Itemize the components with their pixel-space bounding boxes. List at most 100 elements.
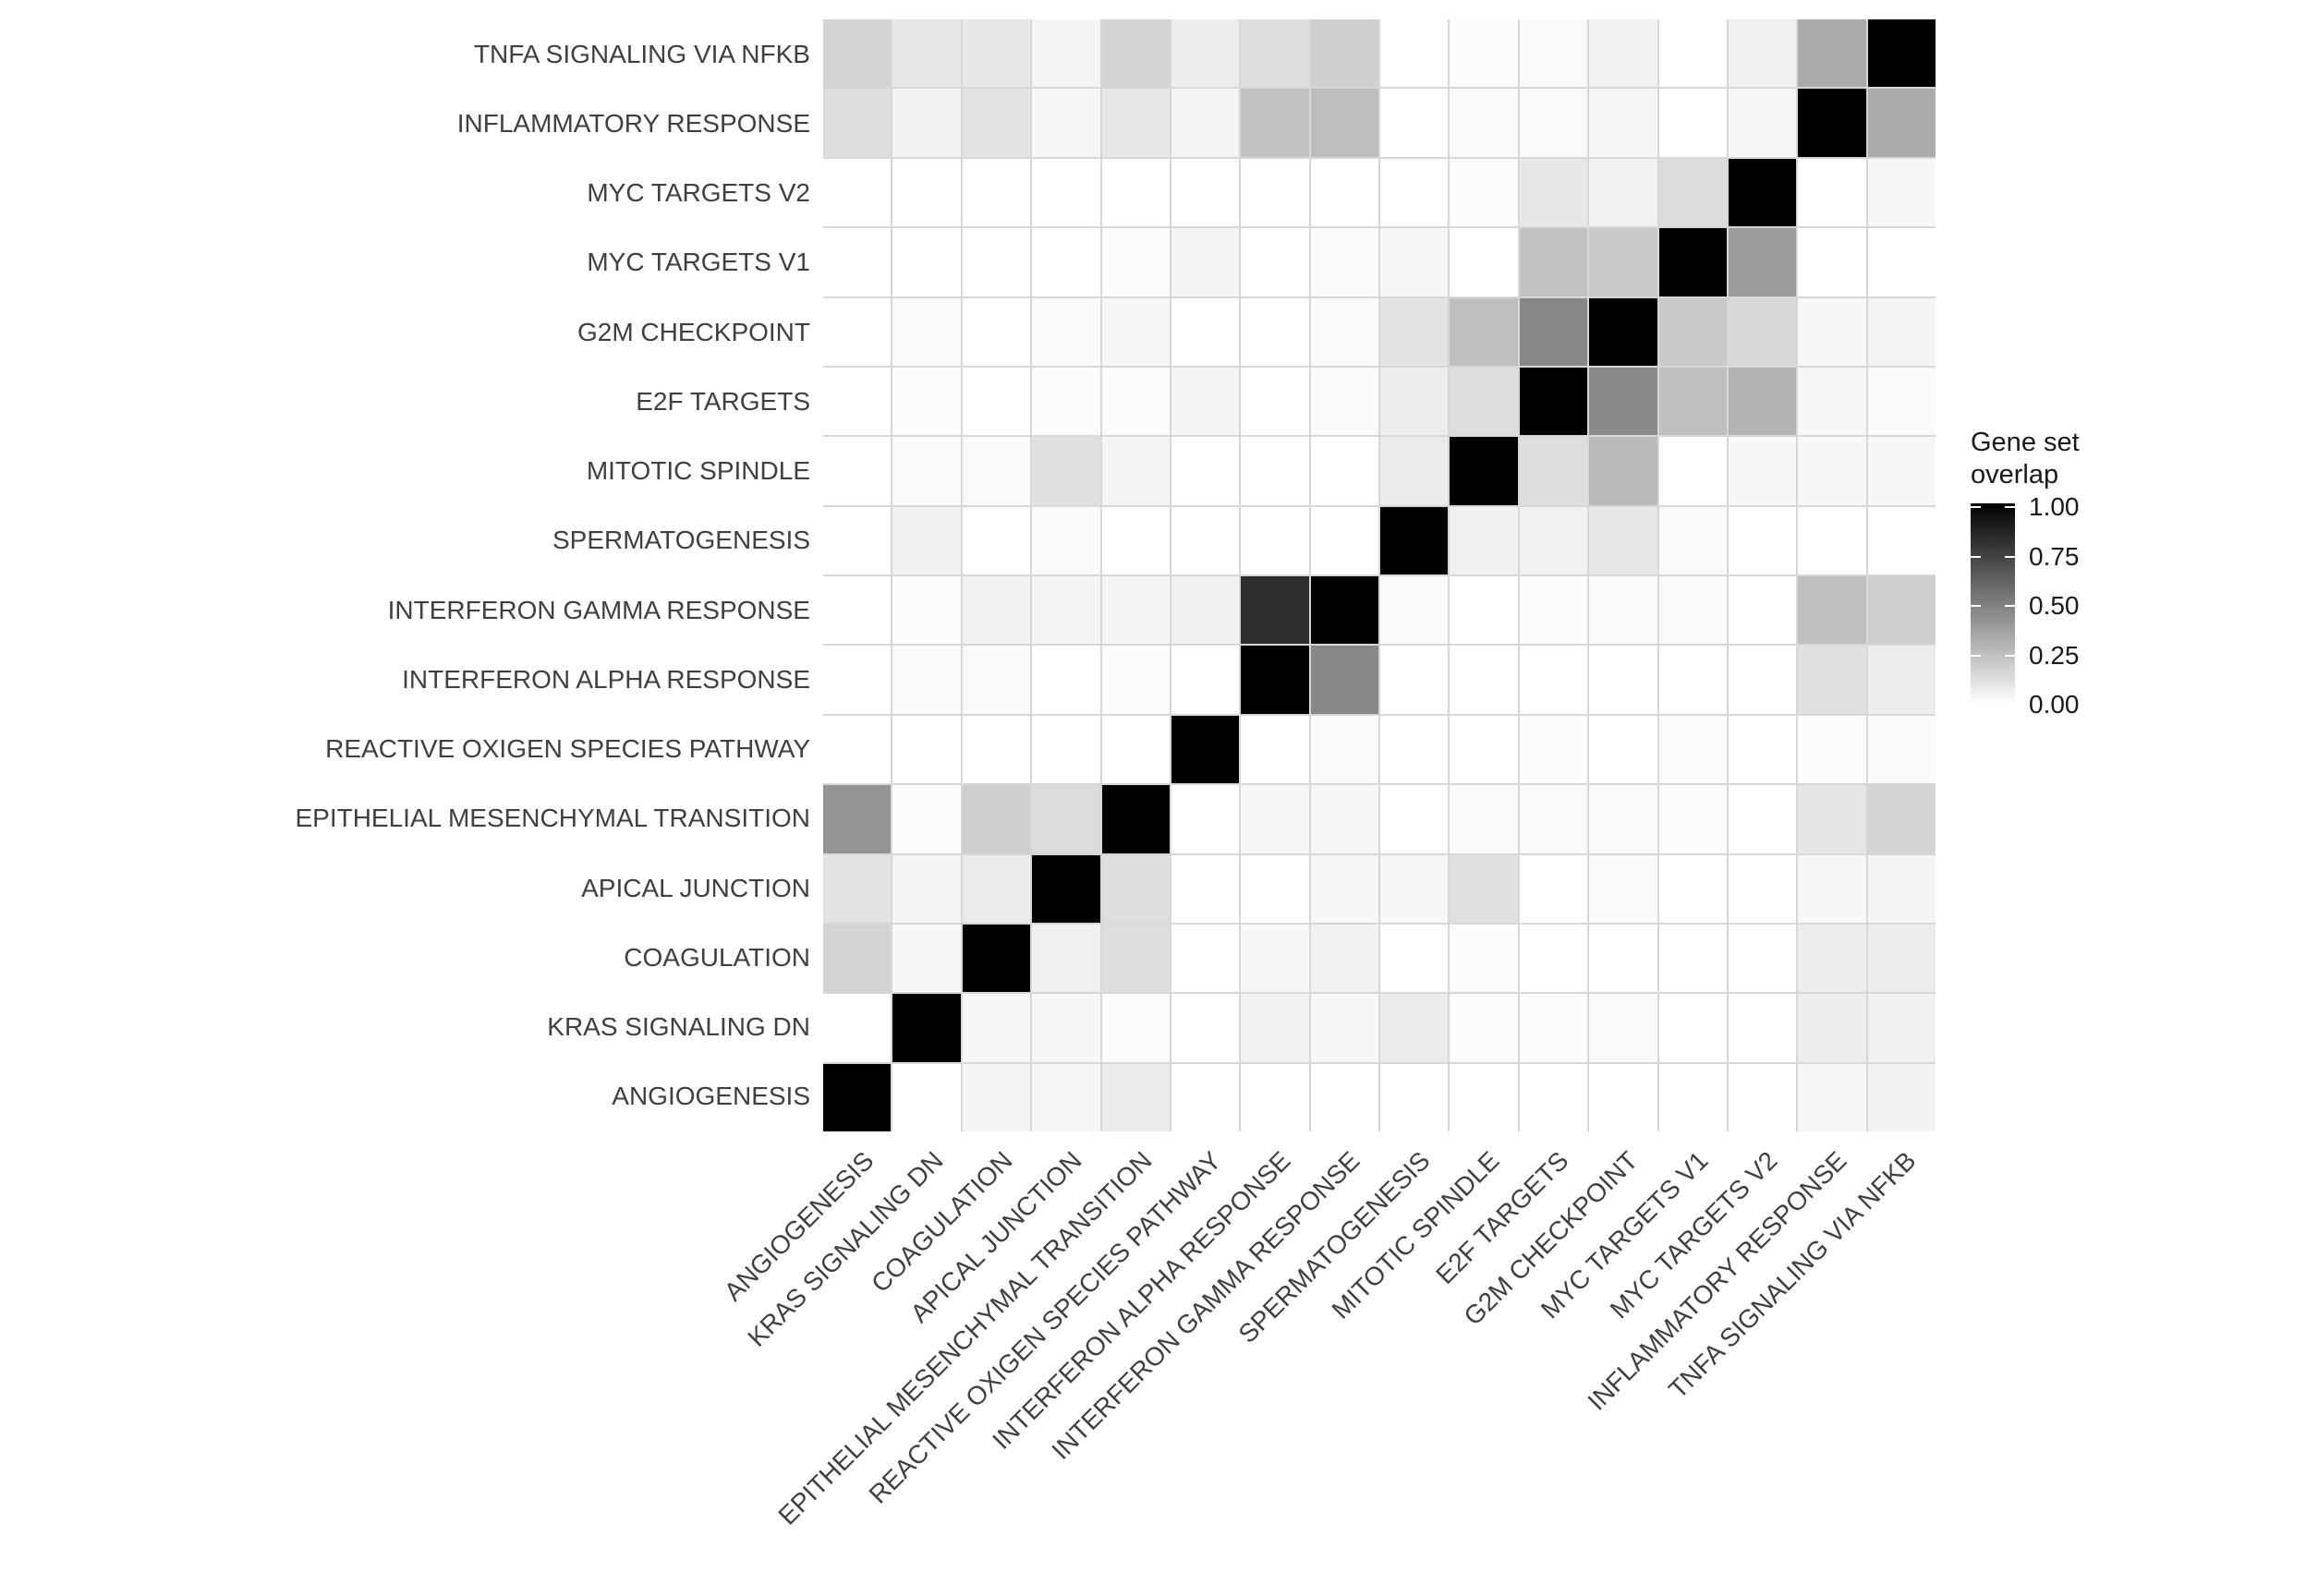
heatmap-cell <box>962 506 1031 574</box>
legend-tick-label: 0.25 <box>2029 640 2080 670</box>
heatmap-cell <box>1241 715 1309 784</box>
heatmap-cell <box>1101 994 1170 1062</box>
heatmap-cell <box>1032 924 1100 993</box>
heatmap-cell <box>1589 437 1657 505</box>
heatmap-cell <box>892 576 961 645</box>
legend-tick-label: 0.75 <box>2029 541 2080 571</box>
heatmap-cell <box>1589 506 1657 574</box>
heatmap-cell <box>1310 646 1378 714</box>
heatmap-cell <box>1589 715 1657 784</box>
heatmap-cell <box>1450 297 1518 366</box>
heatmap-cell <box>1867 785 1936 853</box>
heatmap-cell <box>823 437 892 505</box>
heatmap-cell <box>1032 646 1100 714</box>
heatmap-cell <box>1450 437 1518 505</box>
heatmap-cell <box>1310 19 1378 88</box>
heatmap-cell <box>823 228 892 296</box>
heatmap-cell <box>1101 854 1170 923</box>
heatmap-cell <box>1798 1063 1866 1131</box>
heatmap-cell <box>823 158 892 227</box>
heatmap-cell <box>1171 297 1240 366</box>
heatmap-cell <box>892 924 961 993</box>
heatmap-cell <box>1032 1063 1100 1131</box>
heatmap-cell <box>1798 19 1866 88</box>
y-axis-label: SPERMATOGENESIS <box>552 526 810 555</box>
heatmap-cell <box>1658 785 1727 853</box>
heatmap-cell <box>1171 785 1240 853</box>
heatmap-cell <box>1519 297 1588 366</box>
heatmap-cell <box>1171 715 1240 784</box>
heatmap-cell <box>823 715 892 784</box>
heatmap-cell <box>1589 646 1657 714</box>
heatmap-cell <box>1867 158 1936 227</box>
heatmap-cell <box>1867 297 1936 366</box>
heatmap-cell <box>823 576 892 645</box>
heatmap-cell <box>1032 715 1100 784</box>
heatmap-cell <box>1589 367 1657 436</box>
heatmap-cell <box>1101 19 1170 88</box>
heatmap-cell <box>1589 89 1657 157</box>
heatmap-cell <box>1241 437 1309 505</box>
heatmap-cell <box>1798 715 1866 784</box>
heatmap-cell <box>1658 297 1727 366</box>
heatmap-cell <box>1519 367 1588 436</box>
heatmap-cell <box>1032 297 1100 366</box>
y-axis-label: MITOTIC SPINDLE <box>586 456 810 486</box>
heatmap-cell <box>823 19 892 88</box>
heatmap-cell <box>1589 158 1657 227</box>
heatmap-cell <box>1171 924 1240 993</box>
heatmap-cell <box>962 89 1031 157</box>
heatmap-cell <box>1310 924 1378 993</box>
heatmap-cell <box>1728 506 1797 574</box>
heatmap-cell <box>1728 297 1797 366</box>
heatmap-cell <box>892 854 961 923</box>
heatmap-cell <box>1658 854 1727 923</box>
heatmap-cell <box>962 297 1031 366</box>
heatmap-cell <box>1519 576 1588 645</box>
heatmap-cell <box>1867 576 1936 645</box>
heatmap-cell <box>1171 506 1240 574</box>
heatmap-cell <box>1728 646 1797 714</box>
heatmap-cell <box>1101 89 1170 157</box>
heatmap-cell <box>1101 924 1170 993</box>
heatmap-cell <box>1101 297 1170 366</box>
heatmap-cell <box>1310 228 1378 296</box>
heatmap-cell <box>1241 576 1309 645</box>
heatmap-cell <box>1798 89 1866 157</box>
heatmap-cell <box>1519 89 1588 157</box>
heatmap-cell <box>1658 89 1727 157</box>
heatmap-cell <box>1241 158 1309 227</box>
legend-tick-mark <box>2005 605 2015 607</box>
y-axis-label: COAGULATION <box>624 942 810 972</box>
heatmap-cell <box>1728 924 1797 993</box>
heatmap-cell <box>1519 158 1588 227</box>
legend-tick-label: 0.50 <box>2029 591 2080 620</box>
y-axis-label: KRAS SIGNALING DN <box>547 1012 810 1042</box>
heatmap-cell <box>1241 89 1309 157</box>
heatmap-cell <box>892 994 961 1062</box>
y-axis-label: APICAL JUNCTION <box>581 873 810 902</box>
heatmap-cell <box>1032 854 1100 923</box>
heatmap-cell <box>1658 994 1727 1062</box>
heatmap-cell <box>1658 576 1727 645</box>
heatmap-cell <box>1241 854 1309 923</box>
heatmap-cell <box>823 297 892 366</box>
heatmap-cell <box>1798 506 1866 574</box>
legend-tick-label: 0.00 <box>2029 690 2080 719</box>
heatmap-cell <box>1241 297 1309 366</box>
y-axis-label: EPITHELIAL MESENCHYMAL TRANSITION <box>295 804 810 833</box>
heatmap-cell <box>1728 715 1797 784</box>
heatmap-cell <box>1867 646 1936 714</box>
heatmap-cell <box>1171 576 1240 645</box>
heatmap-cell <box>1867 437 1936 505</box>
heatmap-cell <box>1450 646 1518 714</box>
heatmap-cell <box>1171 19 1240 88</box>
heatmap-cell <box>823 646 892 714</box>
heatmap-cell <box>1310 1063 1378 1131</box>
heatmap-cell <box>1519 994 1588 1062</box>
heatmap-cell <box>1867 924 1936 993</box>
heatmap-cell <box>1728 994 1797 1062</box>
heatmap-cell <box>1380 158 1449 227</box>
heatmap-cell <box>962 367 1031 436</box>
